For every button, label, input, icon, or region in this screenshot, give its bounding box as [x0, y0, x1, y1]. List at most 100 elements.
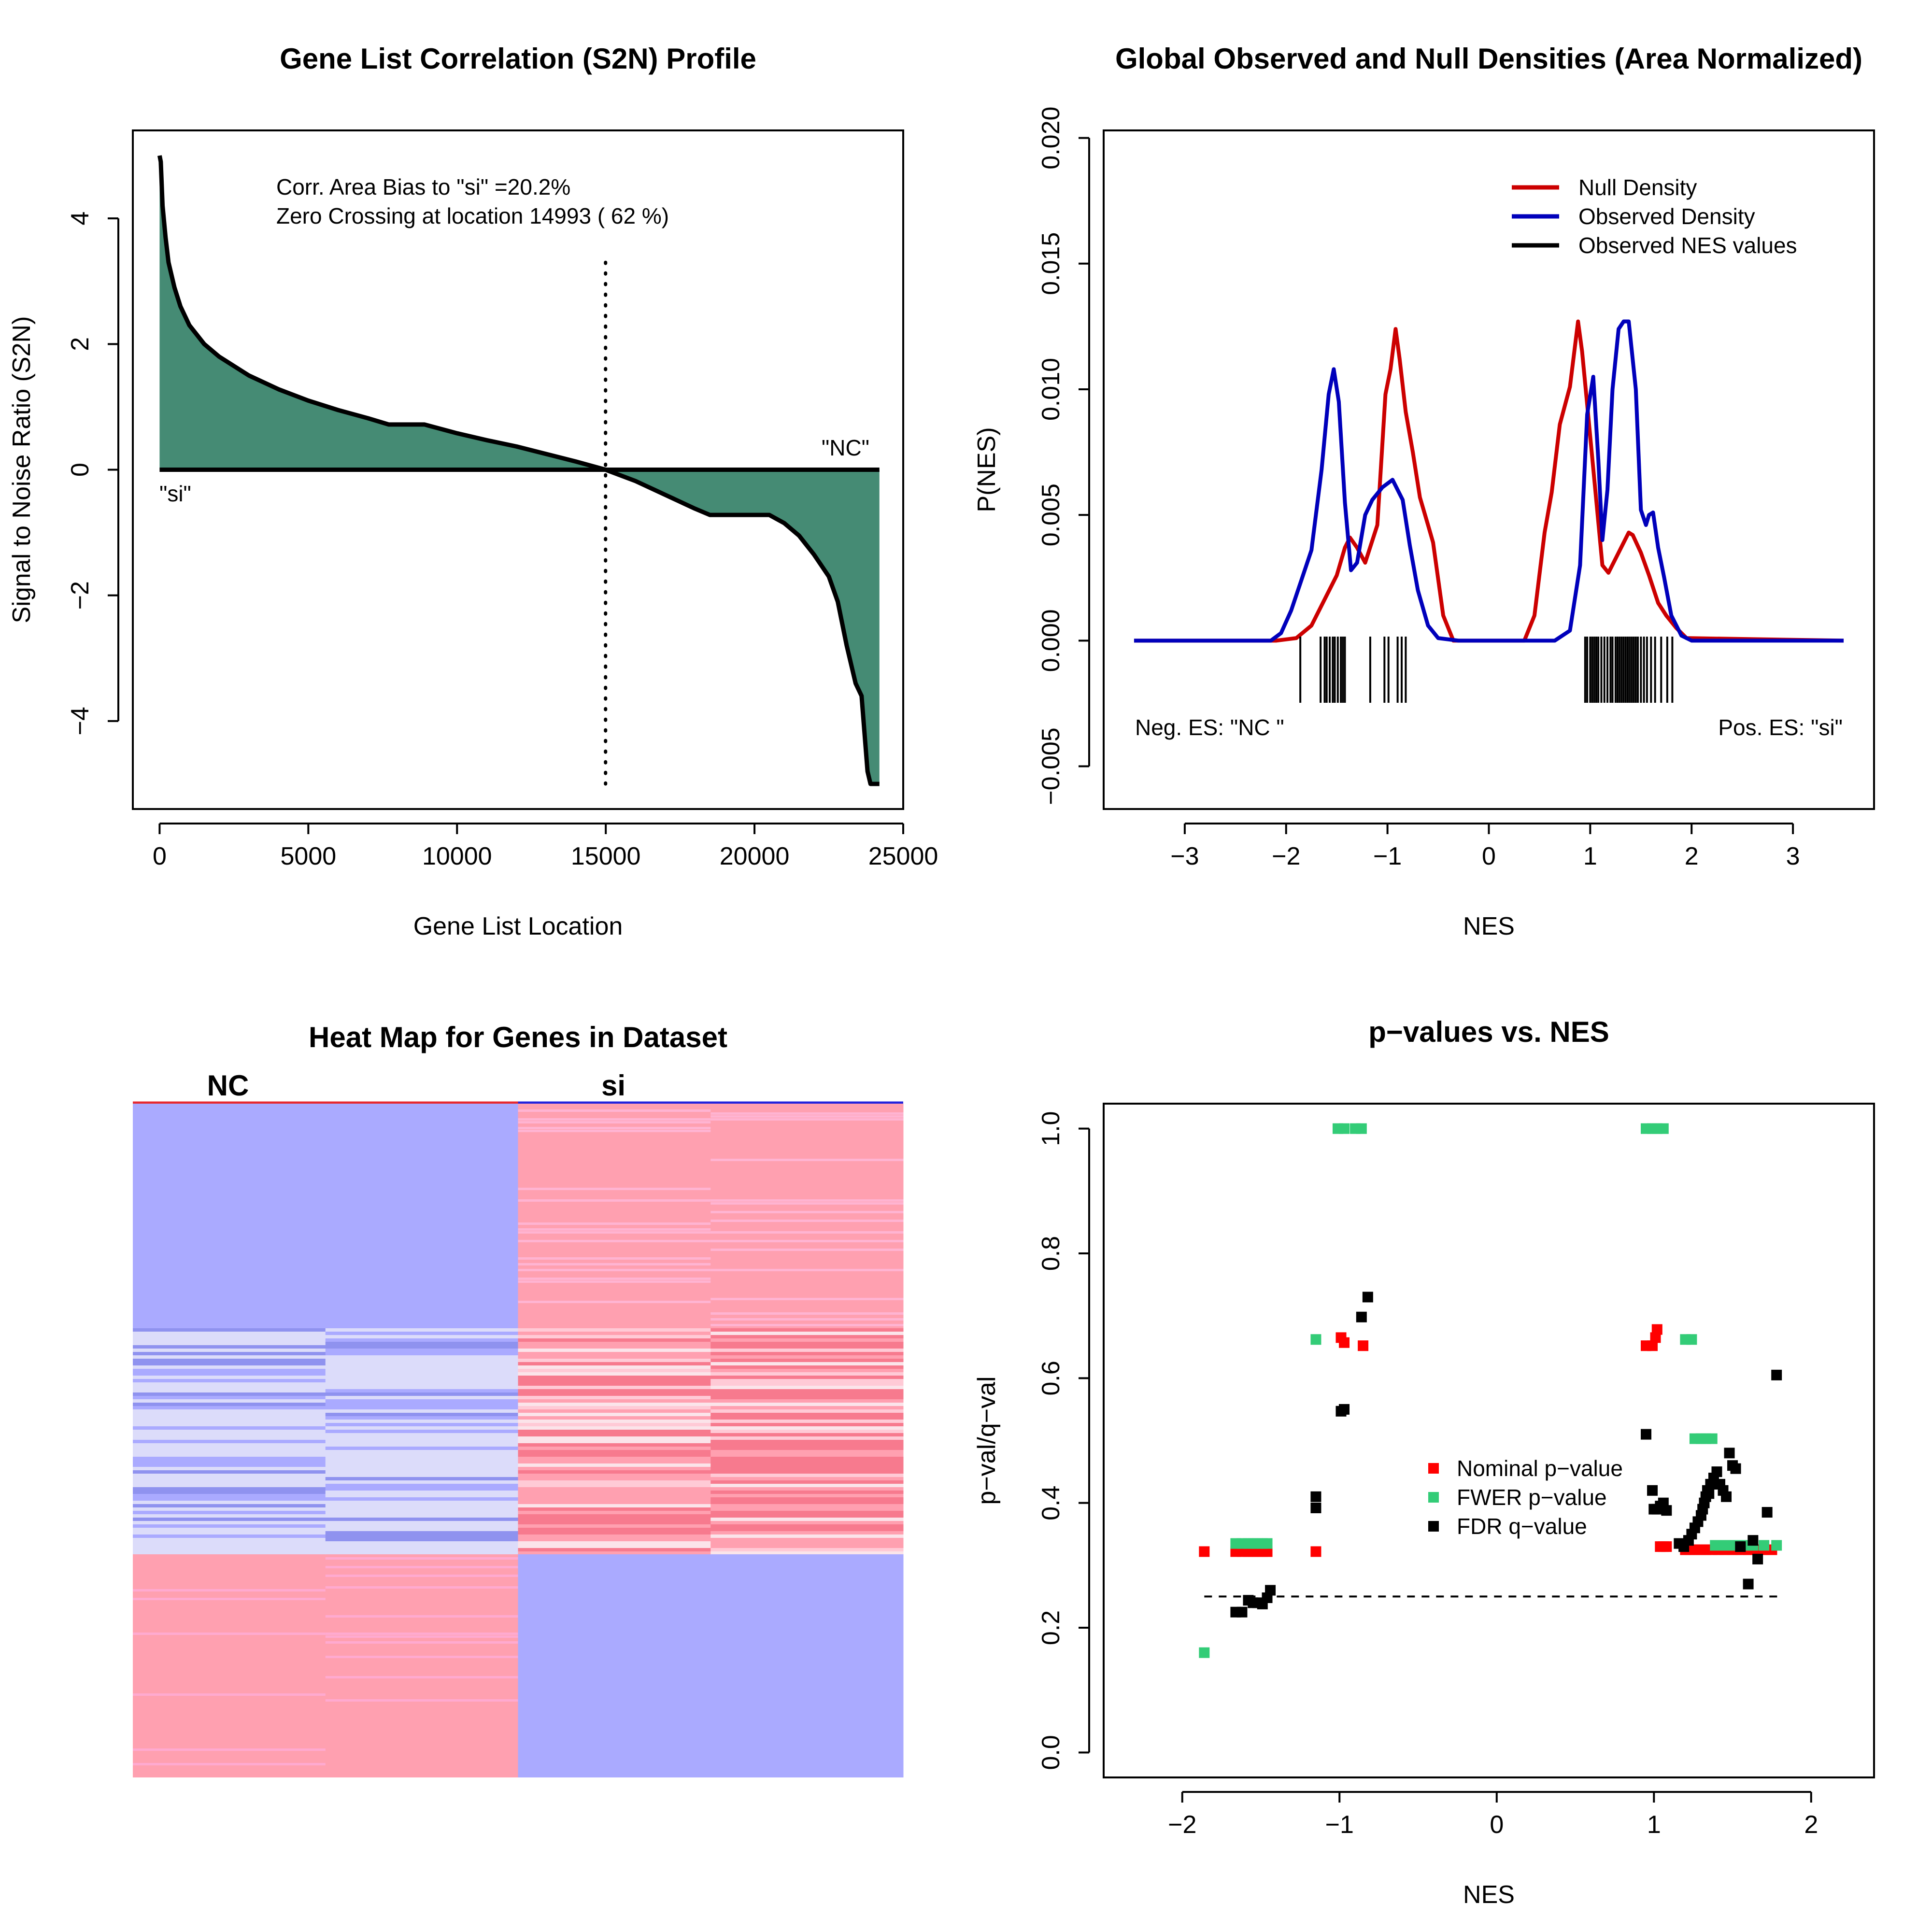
heat-cell-si-top-stripe: [710, 1211, 904, 1213]
y-tick-label: 2: [66, 337, 94, 351]
heat-cell-nc-mid: [133, 1430, 326, 1434]
heat-cell-nc-mid: [325, 1531, 518, 1535]
heat-cell-nc-mid: [325, 1450, 518, 1454]
heat-cell-si-bottom: [710, 1554, 904, 1777]
heat-cell-nc-mid: [325, 1423, 518, 1427]
heat-cell-nc-mid: [133, 1440, 326, 1444]
heat-cell-si-mid: [518, 1548, 711, 1552]
heat-cell-nc-mid: [325, 1497, 518, 1501]
heat-cell-si-top-stripe: [518, 1278, 711, 1280]
heat-cell-si-mid: [518, 1521, 711, 1525]
heat-cell-si-mid: [710, 1477, 904, 1481]
pvalue-point-0: [1650, 1332, 1661, 1343]
heat-cell-nc-mid: [325, 1342, 518, 1346]
heat-cell-nc-mid: [133, 1372, 326, 1376]
legend-label-2: FDR q−value: [1457, 1514, 1587, 1539]
heat-cell-si-top-stripe: [518, 1188, 711, 1190]
heat-cell-nc-mid: [133, 1467, 326, 1471]
heat-cell-si-mid: [518, 1474, 711, 1477]
heat-cell-nc-bottom-stripe: [133, 1633, 326, 1635]
heat-cell-nc-bottom-stripe: [325, 1641, 518, 1644]
heat-cell-nc-mid: [325, 1443, 518, 1447]
heat-cell-si-mid: [710, 1450, 904, 1454]
heat-cell-nc-bottom: [133, 1554, 326, 1777]
y-tick-label: 0.005: [1037, 483, 1065, 546]
heat-cell-nc-bottom-stripe: [133, 1598, 326, 1600]
heat-cell-nc-mid: [325, 1480, 518, 1484]
heat-cell-si-mid: [710, 1531, 904, 1535]
x-tick-label: 2: [1804, 1811, 1818, 1839]
heat-cell-si-mid: [518, 1379, 711, 1383]
heat-cell-nc-bottom-stripe: [133, 1748, 326, 1751]
y-tick-label: 0.020: [1037, 107, 1065, 170]
heat-cell-nc-bottom-stripe: [325, 1586, 518, 1589]
pvalue-point-1: [1658, 1123, 1669, 1134]
heat-cell-nc-mid: [325, 1463, 518, 1467]
pvalue-panel: −2 −1 0 1 2 0.0 0.2 0.4 0.6 0.8 1.0 p−values vs. NE…: [973, 1016, 1875, 1909]
heat-cell-nc-mid: [133, 1504, 326, 1508]
heat-cell-nc-mid: [325, 1538, 518, 1542]
heat-cell-si-mid: [518, 1497, 711, 1501]
y-tick-label: 0.2: [1037, 1610, 1065, 1645]
pvalue-point-1: [1339, 1123, 1350, 1134]
pvalue-point-0: [1358, 1340, 1369, 1351]
heat-cell-si-mid: [518, 1511, 711, 1515]
heat-cell-nc-mid: [133, 1342, 326, 1346]
heat-cell-nc-mid: [133, 1450, 326, 1454]
pvalue-point-2: [1661, 1505, 1672, 1516]
chart-title: p−values vs. NES: [1368, 1016, 1609, 1048]
heat-cell-si-mid: [710, 1335, 904, 1339]
zero-crossing-annotation: Zero Crossing at location 14993 ( 62 %): [276, 203, 669, 228]
heat-cell-nc-mid: [325, 1362, 518, 1366]
group-label-nc: NC: [207, 1069, 249, 1102]
heat-cell-si-mid: [710, 1349, 904, 1352]
heat-cell-si-mid: [518, 1524, 711, 1528]
heat-cell-si-mid: [518, 1332, 711, 1335]
pvalue-point-2: [1752, 1553, 1763, 1564]
heat-cell-si-mid: [710, 1440, 904, 1444]
heat-cell-si-top-stripe: [710, 1318, 904, 1321]
heat-cell-si-mid: [518, 1470, 711, 1474]
heat-cell-si-top-stripe: [518, 1228, 711, 1231]
pvalue-point-1: [1356, 1123, 1367, 1134]
heat-cell-si-mid: [518, 1359, 711, 1363]
heat-cell-si-top-stripe: [518, 1118, 711, 1121]
area-bias-annotation: Corr. Area Bias to "si" =20.2%: [276, 174, 570, 199]
heat-cell-si-mid: [710, 1359, 904, 1363]
pvalue-point-2: [1721, 1491, 1732, 1502]
heat-cell-nc-mid: [325, 1365, 518, 1369]
y-tick-label: 1.0: [1037, 1111, 1065, 1146]
heat-cell-nc-bottom-stripe: [325, 1615, 518, 1618]
pvalue-point-1: [1759, 1540, 1770, 1551]
heat-cell-nc-mid: [325, 1379, 518, 1383]
heat-cell-si-mid: [518, 1501, 711, 1505]
heat-cell-nc-mid: [325, 1389, 518, 1393]
heat-cell-nc-bottom-stripe: [133, 1763, 326, 1765]
heat-cell-si-mid: [710, 1342, 904, 1346]
heat-cell-si-mid: [710, 1386, 904, 1390]
heat-cell-si-mid: [710, 1494, 904, 1498]
legend-marker-1: [1428, 1492, 1439, 1503]
heat-cell-si-mid: [710, 1396, 904, 1400]
heat-cell-si-mid: [710, 1487, 904, 1491]
heat-cell-si-mid: [710, 1545, 904, 1548]
heat-cell-nc-mid: [325, 1548, 518, 1552]
heat-cell-si-mid: [710, 1538, 904, 1542]
heat-cell-si-mid: [518, 1355, 711, 1359]
x-tick-label: −2: [1272, 842, 1300, 870]
heat-cell-nc-mid: [325, 1440, 518, 1444]
pvalue-point-2: [1735, 1541, 1746, 1552]
heat-cell-nc-mid: [325, 1460, 518, 1464]
heat-cell-nc-mid: [325, 1504, 518, 1508]
heat-cell-si-top-stripe: [518, 1130, 711, 1132]
heat-cell-nc-mid: [133, 1545, 326, 1548]
heat-cell-si-mid: [518, 1369, 711, 1373]
heat-cell-si-bottom: [518, 1554, 711, 1777]
y-tick-label: 0.000: [1037, 609, 1065, 672]
heat-cell-nc-mid: [133, 1409, 326, 1413]
heat-cell-si-top-stripe: [518, 1257, 711, 1260]
heat-cell-si-mid: [518, 1531, 711, 1535]
pvalue-point-0: [1651, 1324, 1662, 1335]
heat-cell-nc-mid: [325, 1453, 518, 1457]
legend-label-1: Observed Density: [1578, 204, 1755, 229]
